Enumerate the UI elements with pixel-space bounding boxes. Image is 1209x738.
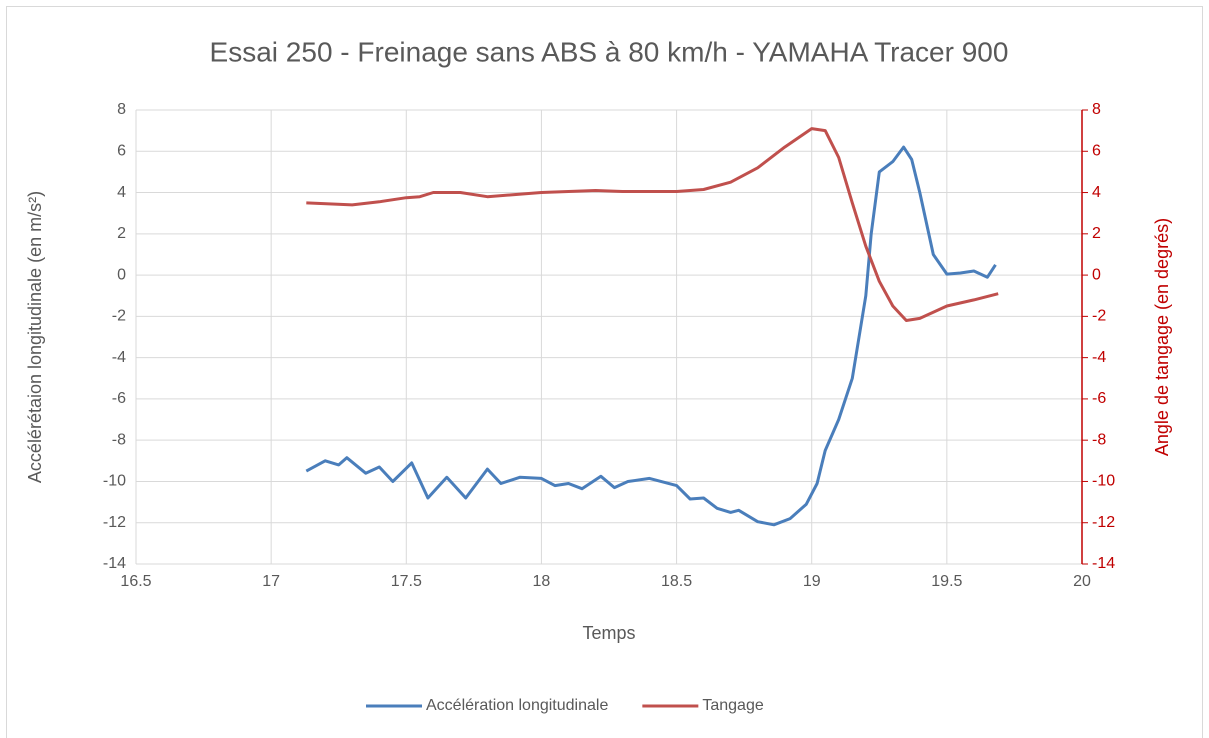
x-tick-label: 17.5 xyxy=(391,573,422,590)
x-tick-label: 19 xyxy=(803,573,821,590)
y-tick-label: -6 xyxy=(112,390,126,407)
y-axis-label: Accélérétaion longitudinale (en m/s²) xyxy=(25,191,45,483)
y-tick-label: -4 xyxy=(112,349,126,366)
y-tick-label: 8 xyxy=(117,101,126,118)
legend-label: Tangage xyxy=(702,697,763,714)
y2-tick-label: -6 xyxy=(1092,390,1106,407)
chart-title: Essai 250 - Freinage sans ABS à 80 km/h … xyxy=(210,36,1009,67)
chart-frame xyxy=(6,6,1203,738)
x-tick-label: 18 xyxy=(533,573,551,590)
series-line xyxy=(305,145,997,527)
y2-axis-label: Angle de tangage (en degrés) xyxy=(1152,218,1172,456)
x-axis-label: Temps xyxy=(582,623,635,643)
x-tick-label: 20 xyxy=(1073,573,1091,590)
y2-tick-label: -8 xyxy=(1092,431,1106,448)
y2-tick-label: 6 xyxy=(1092,142,1101,159)
y2-tick-label: -10 xyxy=(1092,473,1115,490)
y2-tick-label: 8 xyxy=(1092,101,1101,118)
y2-tick-label: 4 xyxy=(1092,184,1101,201)
y-tick-label: -12 xyxy=(103,514,126,531)
y-tick-label: 2 xyxy=(117,225,126,242)
y-tick-label: 6 xyxy=(117,142,126,159)
y-tick-label: -10 xyxy=(103,473,126,490)
y-tick-label: -14 xyxy=(103,555,126,572)
y2-tick-label: 0 xyxy=(1092,266,1101,283)
y-tick-label: -2 xyxy=(112,308,126,325)
y2-tick-label: -14 xyxy=(1092,555,1115,572)
x-tick-label: 18.5 xyxy=(661,573,692,590)
y2-tick-label: -12 xyxy=(1092,514,1115,531)
y2-tick-label: 2 xyxy=(1092,225,1101,242)
legend-label: Accélération longitudinale xyxy=(426,697,608,714)
x-tick-label: 16.5 xyxy=(120,573,151,590)
y2-tick-label: -4 xyxy=(1092,349,1106,366)
y-tick-label: 0 xyxy=(117,266,126,283)
x-tick-label: 17 xyxy=(262,573,280,590)
y-tick-label: -8 xyxy=(112,431,126,448)
y2-tick-label: -2 xyxy=(1092,308,1106,325)
y-tick-label: 4 xyxy=(117,184,126,201)
series-line xyxy=(306,127,999,322)
x-tick-label: 19.5 xyxy=(931,573,962,590)
